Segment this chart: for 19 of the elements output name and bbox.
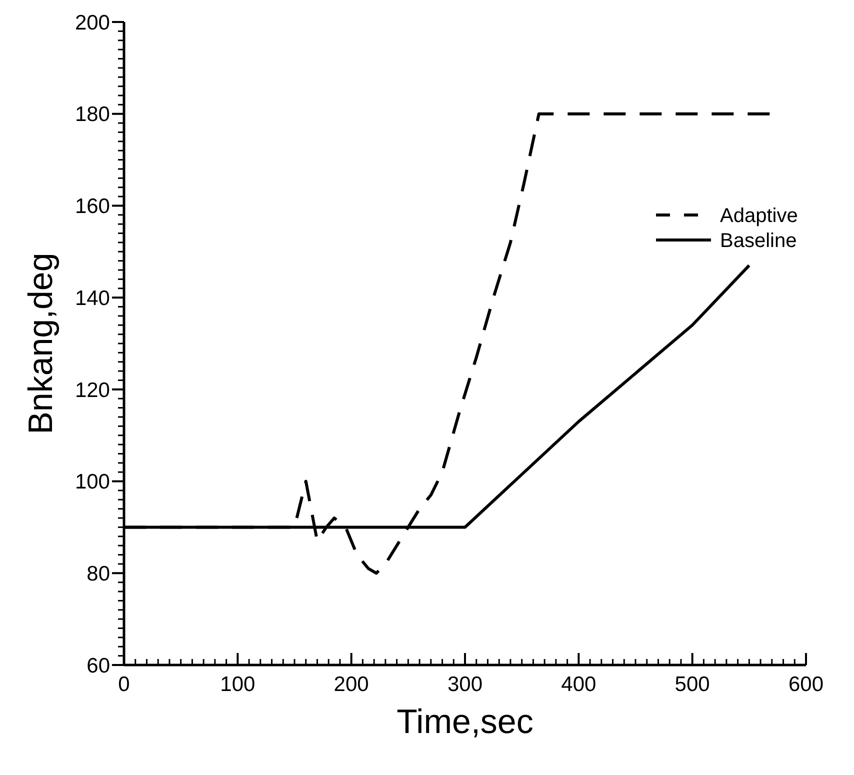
- legend-label: Adaptive: [720, 205, 798, 227]
- legend-label: Baseline: [720, 230, 797, 252]
- y-tick-label: 120: [74, 378, 110, 402]
- y-axis-title: Bnkang,deg: [22, 252, 60, 434]
- x-tick-label: 500: [674, 673, 710, 696]
- x-tick-label: 400: [561, 673, 596, 696]
- x-tick-label: 300: [447, 673, 483, 696]
- y-tick-label: 100: [74, 470, 110, 494]
- x-tick-label: 600: [788, 673, 824, 696]
- y-tick-label: 80: [86, 562, 110, 586]
- x-axis-title: Time,sec: [396, 703, 534, 741]
- x-tick-label: 200: [334, 673, 369, 696]
- y-tick-label: 180: [74, 103, 110, 126]
- y-tick-label: 60: [86, 654, 110, 678]
- y-tick-label: 200: [74, 11, 110, 34]
- y-tick-label: 160: [74, 195, 110, 218]
- x-tick-label: 100: [220, 673, 256, 696]
- y-tick-label: 140: [74, 286, 110, 310]
- x-tick-label: 0: [118, 673, 130, 696]
